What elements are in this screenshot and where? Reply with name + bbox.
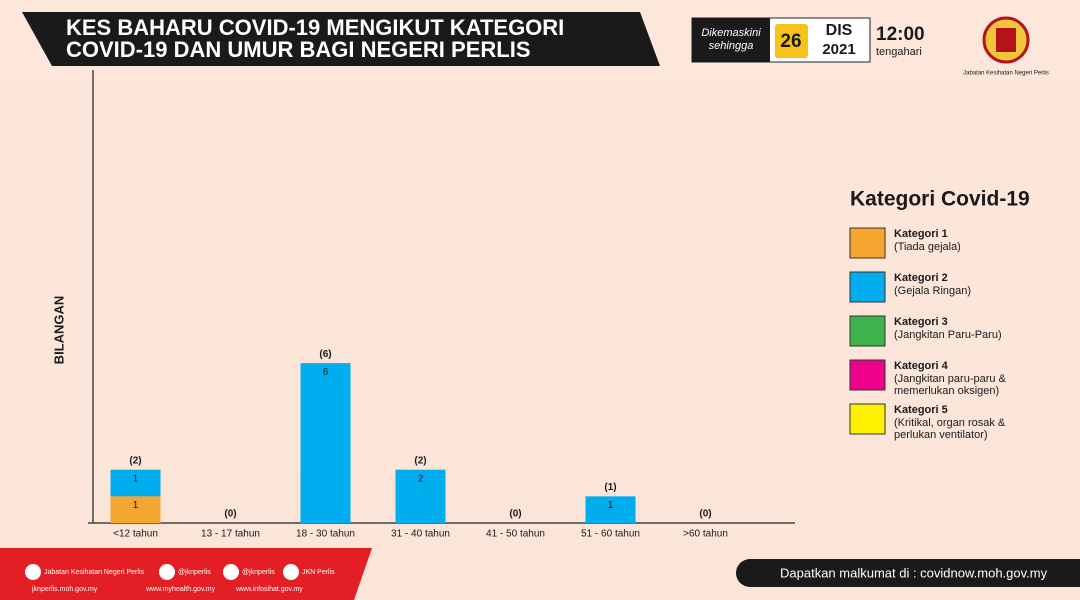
bar-segment [110,469,161,497]
social-handle: @jknperlis [178,569,211,576]
y-axis-label: BILANGAN [51,296,66,365]
x-tick-label: <12 tahun [113,529,158,540]
year: 2021 [822,41,855,58]
updated-label: sehingga [709,40,754,52]
bar-segment [300,363,351,523]
social-handle: @jknperlis [242,569,275,576]
legend-description: (Gejala Ringan) [894,285,971,297]
title-line: KES BAHARU COVID-19 MENGIKUT KATEGORI [66,15,564,40]
title-banner [22,12,660,66]
bar-segment [395,469,446,523]
legend-description: perlukan ventilator) [894,429,988,441]
total-label: (0) [509,509,521,520]
legend-name: Kategori 4 [894,360,949,372]
total-label: (0) [699,509,711,520]
footer-link: jknperlis.moh.gov.my [31,586,98,593]
total-label: (6) [319,349,331,360]
x-tick-label: 51 - 60 tahun [581,529,640,540]
agency: Jabatan Kesihatan Negeri Perlis [963,71,1049,77]
legend-name: Kategori 2 [894,272,948,284]
info-banner-end [1060,559,1080,587]
date-label-bg [692,18,770,62]
month: DIS [826,22,853,39]
legend-swatch [849,227,886,259]
x-tick-label: >60 tahun [683,529,728,540]
footer-link: www.myhealth.gov.my [145,586,216,593]
footer-banner [0,548,372,600]
legend-description: (Tiada gejala) [894,241,961,253]
legend-description: (Jangkitan Paru-Paru) [894,329,1002,341]
bar-segment [110,496,161,523]
x-tick-label: 18 - 30 tahun [296,529,355,540]
x-tick-label: 31 - 40 tahun [391,529,450,540]
social-handle: Jabatan Kesihatan Negeri Perlis [44,569,145,576]
total-label: (0) [224,509,236,520]
total-label: (1) [604,482,616,493]
legend-swatch [849,359,886,391]
legend-name: Kategori 5 [894,404,948,416]
more-info: Dapatkan malkumat di : covidnow.moh.gov.… [780,565,1048,580]
legend-name: Kategori 1 [894,228,948,240]
day: 26 [780,31,801,52]
x-tick-label: 13 - 17 tahun [201,529,260,540]
social-icon [223,564,239,580]
social-icon [25,564,41,580]
x-tick-label: 41 - 50 tahun [486,529,545,540]
segment-label: 1 [133,473,139,484]
legend-title: Kategori Covid-19 [850,188,1030,211]
legend-swatch [849,403,886,435]
total-label: (2) [129,455,141,466]
info-banner [736,559,1080,587]
segment-label: 1 [608,500,614,511]
legend-description: (Jangkitan paru-paru & [894,373,1007,385]
calendar-icon [775,24,808,58]
legend: Kategori 1(Tiada gejala) Kategori 2(Gejal… [849,227,1007,441]
time-note: tengahari [876,46,922,58]
social-icon [159,564,175,580]
segment-label: 1 [133,500,139,511]
legend-description: memerlukan oksigen) [894,385,999,397]
legend-description: (Kritikal, organ rosak & [894,417,1006,429]
legend-name: Kategori 3 [894,316,948,328]
segment-label: 2 [418,473,424,484]
crest [982,16,1030,64]
bar-segment [585,496,636,523]
legend-swatch [849,271,886,303]
time: 12:00 [876,24,925,45]
updated-label: Dikemaskini [701,27,761,39]
social-links: Jabatan Kesihatan Negeri Perlis @jknperli… [25,564,335,580]
title-line: COVID-19 DAN UMUR BAGI NEGERI PERLIS [66,37,531,62]
footer-link: www.infosihat.gov.my [235,586,303,593]
social-handle: JKN Perlis [302,569,335,576]
segment-label: 6 [323,367,329,378]
total-label: (2) [414,455,426,466]
plot: <12 tahun 1 1 (2) 13 - 17 tahun (0) 18 - 30 ta… [110,349,728,540]
social-icon [283,564,299,580]
legend-swatch [849,315,886,347]
